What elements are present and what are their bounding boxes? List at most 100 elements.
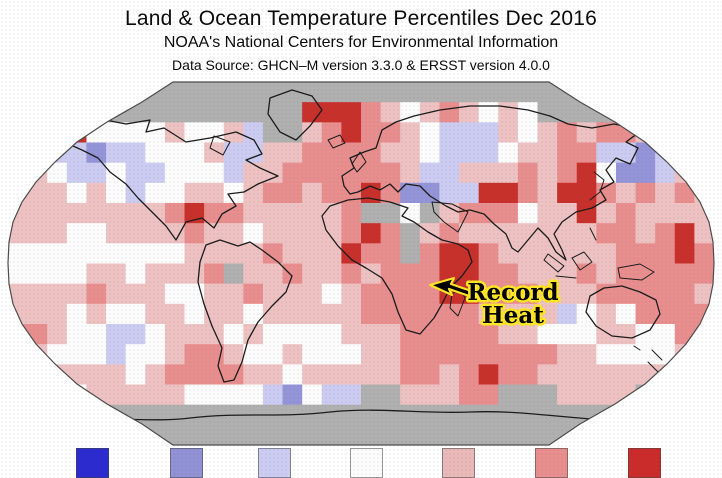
- grid-cell: [8, 162, 29, 184]
- grid-cell: [243, 102, 264, 123]
- legend-swatch-5: [442, 448, 475, 478]
- grid-cell: [400, 424, 421, 445]
- legend-swatch-1: [76, 448, 109, 478]
- grid-cell: [106, 223, 127, 244]
- grid-cell: [694, 82, 714, 103]
- grid-cell: [459, 404, 480, 426]
- grid-cell: [694, 283, 714, 305]
- grid-cell: [459, 102, 480, 123]
- grid-cell: [517, 263, 539, 285]
- grid-cell: [27, 82, 48, 103]
- grid-cell: [66, 344, 88, 365]
- grid-cell: [576, 82, 597, 103]
- grid-cell: [400, 404, 421, 426]
- grid-cell: [419, 122, 441, 144]
- eurasia-outline: [341, 105, 643, 261]
- grid-cell: [498, 344, 519, 365]
- grid-cell: [517, 102, 539, 123]
- grid-cell: [302, 263, 323, 285]
- grid-cell: [498, 424, 519, 445]
- grid-cell: [243, 263, 264, 285]
- grid-cell: [596, 324, 617, 345]
- grid-cell: [86, 203, 107, 224]
- grid-cell: [380, 283, 401, 305]
- grid-cell: [517, 303, 539, 325]
- grid-cell: [537, 344, 558, 365]
- grid-cell: [184, 203, 205, 224]
- grid-cell: [27, 263, 48, 285]
- grid-cell: [517, 203, 539, 224]
- grid-cell: [517, 162, 539, 184]
- grid-cell: [478, 364, 499, 386]
- grid-cell: [243, 424, 264, 445]
- grid-cell: [400, 364, 421, 386]
- grid-cell: [361, 223, 382, 244]
- grid-cell: [478, 142, 499, 164]
- grid-cell: [478, 344, 499, 365]
- grid-cell: [576, 283, 597, 305]
- grid-cell: [694, 162, 714, 184]
- grid-cell: [459, 162, 480, 184]
- grid-cell: [321, 364, 342, 386]
- grid-cell: [655, 162, 676, 184]
- grid-cell: [27, 182, 48, 204]
- grid-cell: [498, 404, 519, 426]
- temperature-percentile-cells: [8, 82, 714, 445]
- south-america-outline: [197, 239, 293, 383]
- grid-cell: [125, 303, 146, 325]
- grid-cell: [380, 223, 401, 244]
- grid-cell: [674, 364, 695, 386]
- grid-cell: [635, 303, 656, 325]
- grid-cell: [341, 263, 362, 285]
- grid-cell: [674, 243, 695, 265]
- grid-cell: [674, 102, 695, 123]
- grid-cell: [302, 344, 323, 365]
- grid-cell: [262, 182, 284, 204]
- grid-cell: [262, 162, 284, 184]
- grid-cell: [145, 102, 166, 123]
- grid-cell: [341, 324, 362, 345]
- grid-cell: [282, 82, 303, 103]
- grid-cell: [557, 122, 578, 144]
- grid-cell: [439, 82, 460, 103]
- grid-cell: [321, 182, 342, 204]
- grid-cell: [282, 344, 303, 365]
- grid-cell: [184, 344, 205, 365]
- grid-cell: [478, 424, 499, 445]
- grid-cell: [537, 182, 558, 204]
- record-heat-label-line1: Record: [467, 279, 558, 306]
- grid-cell: [86, 324, 107, 345]
- record-heat-annotation: Record Heat: [428, 277, 561, 332]
- grid-cell: [517, 404, 539, 426]
- grid-cell: [400, 102, 421, 123]
- grid-cell: [106, 283, 127, 305]
- grid-cell: [47, 243, 68, 265]
- grid-cell: [47, 364, 68, 386]
- grid-cell: [66, 142, 88, 164]
- grid-cell: [400, 162, 421, 184]
- grid-cell: [674, 263, 695, 285]
- grid-cell: [361, 203, 382, 224]
- grid-cell: [674, 182, 695, 204]
- grid-cell: [635, 243, 656, 265]
- grid-cell: [635, 203, 656, 224]
- grid-cell: [361, 303, 382, 325]
- grid-cell: [145, 223, 166, 244]
- grid-cell: [537, 283, 558, 305]
- grid-cell: [86, 162, 107, 184]
- grid-cell: [125, 283, 146, 305]
- grid-cell: [419, 344, 441, 365]
- grid-cell: [8, 404, 29, 426]
- grid-cell: [262, 344, 284, 365]
- new-zealand-outline: [647, 349, 663, 373]
- grid-cell: [27, 142, 48, 164]
- grid-cell: [243, 243, 264, 265]
- grid-cell: [243, 203, 264, 224]
- grid-cell: [321, 82, 342, 103]
- grid-cell: [66, 404, 88, 426]
- grid-cell: [361, 102, 382, 123]
- grid-cell: [302, 102, 323, 123]
- grid-cell: [106, 203, 127, 224]
- grid-cell: [537, 384, 558, 406]
- grid-cell: [262, 82, 284, 103]
